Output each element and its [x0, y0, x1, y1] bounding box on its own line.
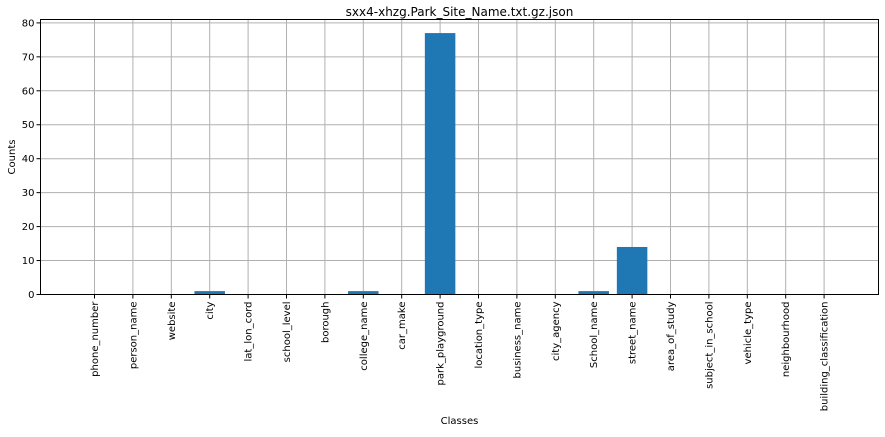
bar — [424, 33, 456, 295]
x-tick-label: business_name — [512, 302, 523, 379]
y-tick-label: 50 — [22, 120, 35, 131]
x-tick-label: street_name — [628, 302, 639, 365]
x-axis-label: Classes — [441, 416, 479, 427]
x-tick-label: area_of_study — [666, 301, 677, 371]
y-tick-label: 60 — [22, 86, 35, 97]
x-tick-label: building_classification — [820, 302, 831, 412]
bar — [194, 291, 225, 295]
x-tick-label: lat_lon_cord — [244, 302, 255, 362]
x-tick-label: phone_number — [90, 301, 101, 377]
x-tick-label: subject_in_school — [704, 302, 715, 389]
x-tick-label: person_name — [128, 302, 139, 370]
y-tick-label: 80 — [22, 18, 35, 29]
bars-layer — [194, 33, 648, 295]
x-tick-label: park_playground — [436, 301, 447, 385]
bar — [348, 291, 379, 295]
x-tick-label: borough — [320, 302, 331, 344]
x-tick-label: School_name — [589, 302, 600, 369]
bar — [616, 246, 648, 295]
grid-layer — [40, 19, 879, 295]
chart-title: sxx4-xhzg.Park_Site_Name.txt.gz.json — [346, 5, 574, 19]
x-tick-label: vehicle_type — [743, 302, 754, 365]
bar — [578, 291, 609, 295]
y-tick-label: 0 — [28, 290, 34, 301]
y-tick-label: 20 — [22, 222, 35, 233]
x-tick-label: city_agency — [551, 301, 562, 361]
y-tick-label: 40 — [22, 154, 35, 165]
x-tick-label: car_make — [397, 302, 408, 350]
plot-frame — [40, 19, 879, 295]
y-tick-label: 10 — [22, 256, 35, 267]
x-tick-label: neighbourhood — [781, 302, 792, 378]
x-tick-label: location_type — [474, 302, 485, 369]
y-axis-label: Counts — [7, 140, 18, 175]
ticks-layer: 0 10 20 30 40 50 60 70 80 phone_number person_name… — [22, 18, 831, 411]
x-tick-label: city — [205, 301, 216, 319]
y-tick-label: 30 — [22, 188, 35, 199]
x-tick-label: website — [167, 302, 178, 341]
x-tick-label: school_level — [282, 302, 293, 363]
x-tick-label: college_name — [359, 302, 370, 371]
y-tick-label: 70 — [22, 52, 35, 63]
